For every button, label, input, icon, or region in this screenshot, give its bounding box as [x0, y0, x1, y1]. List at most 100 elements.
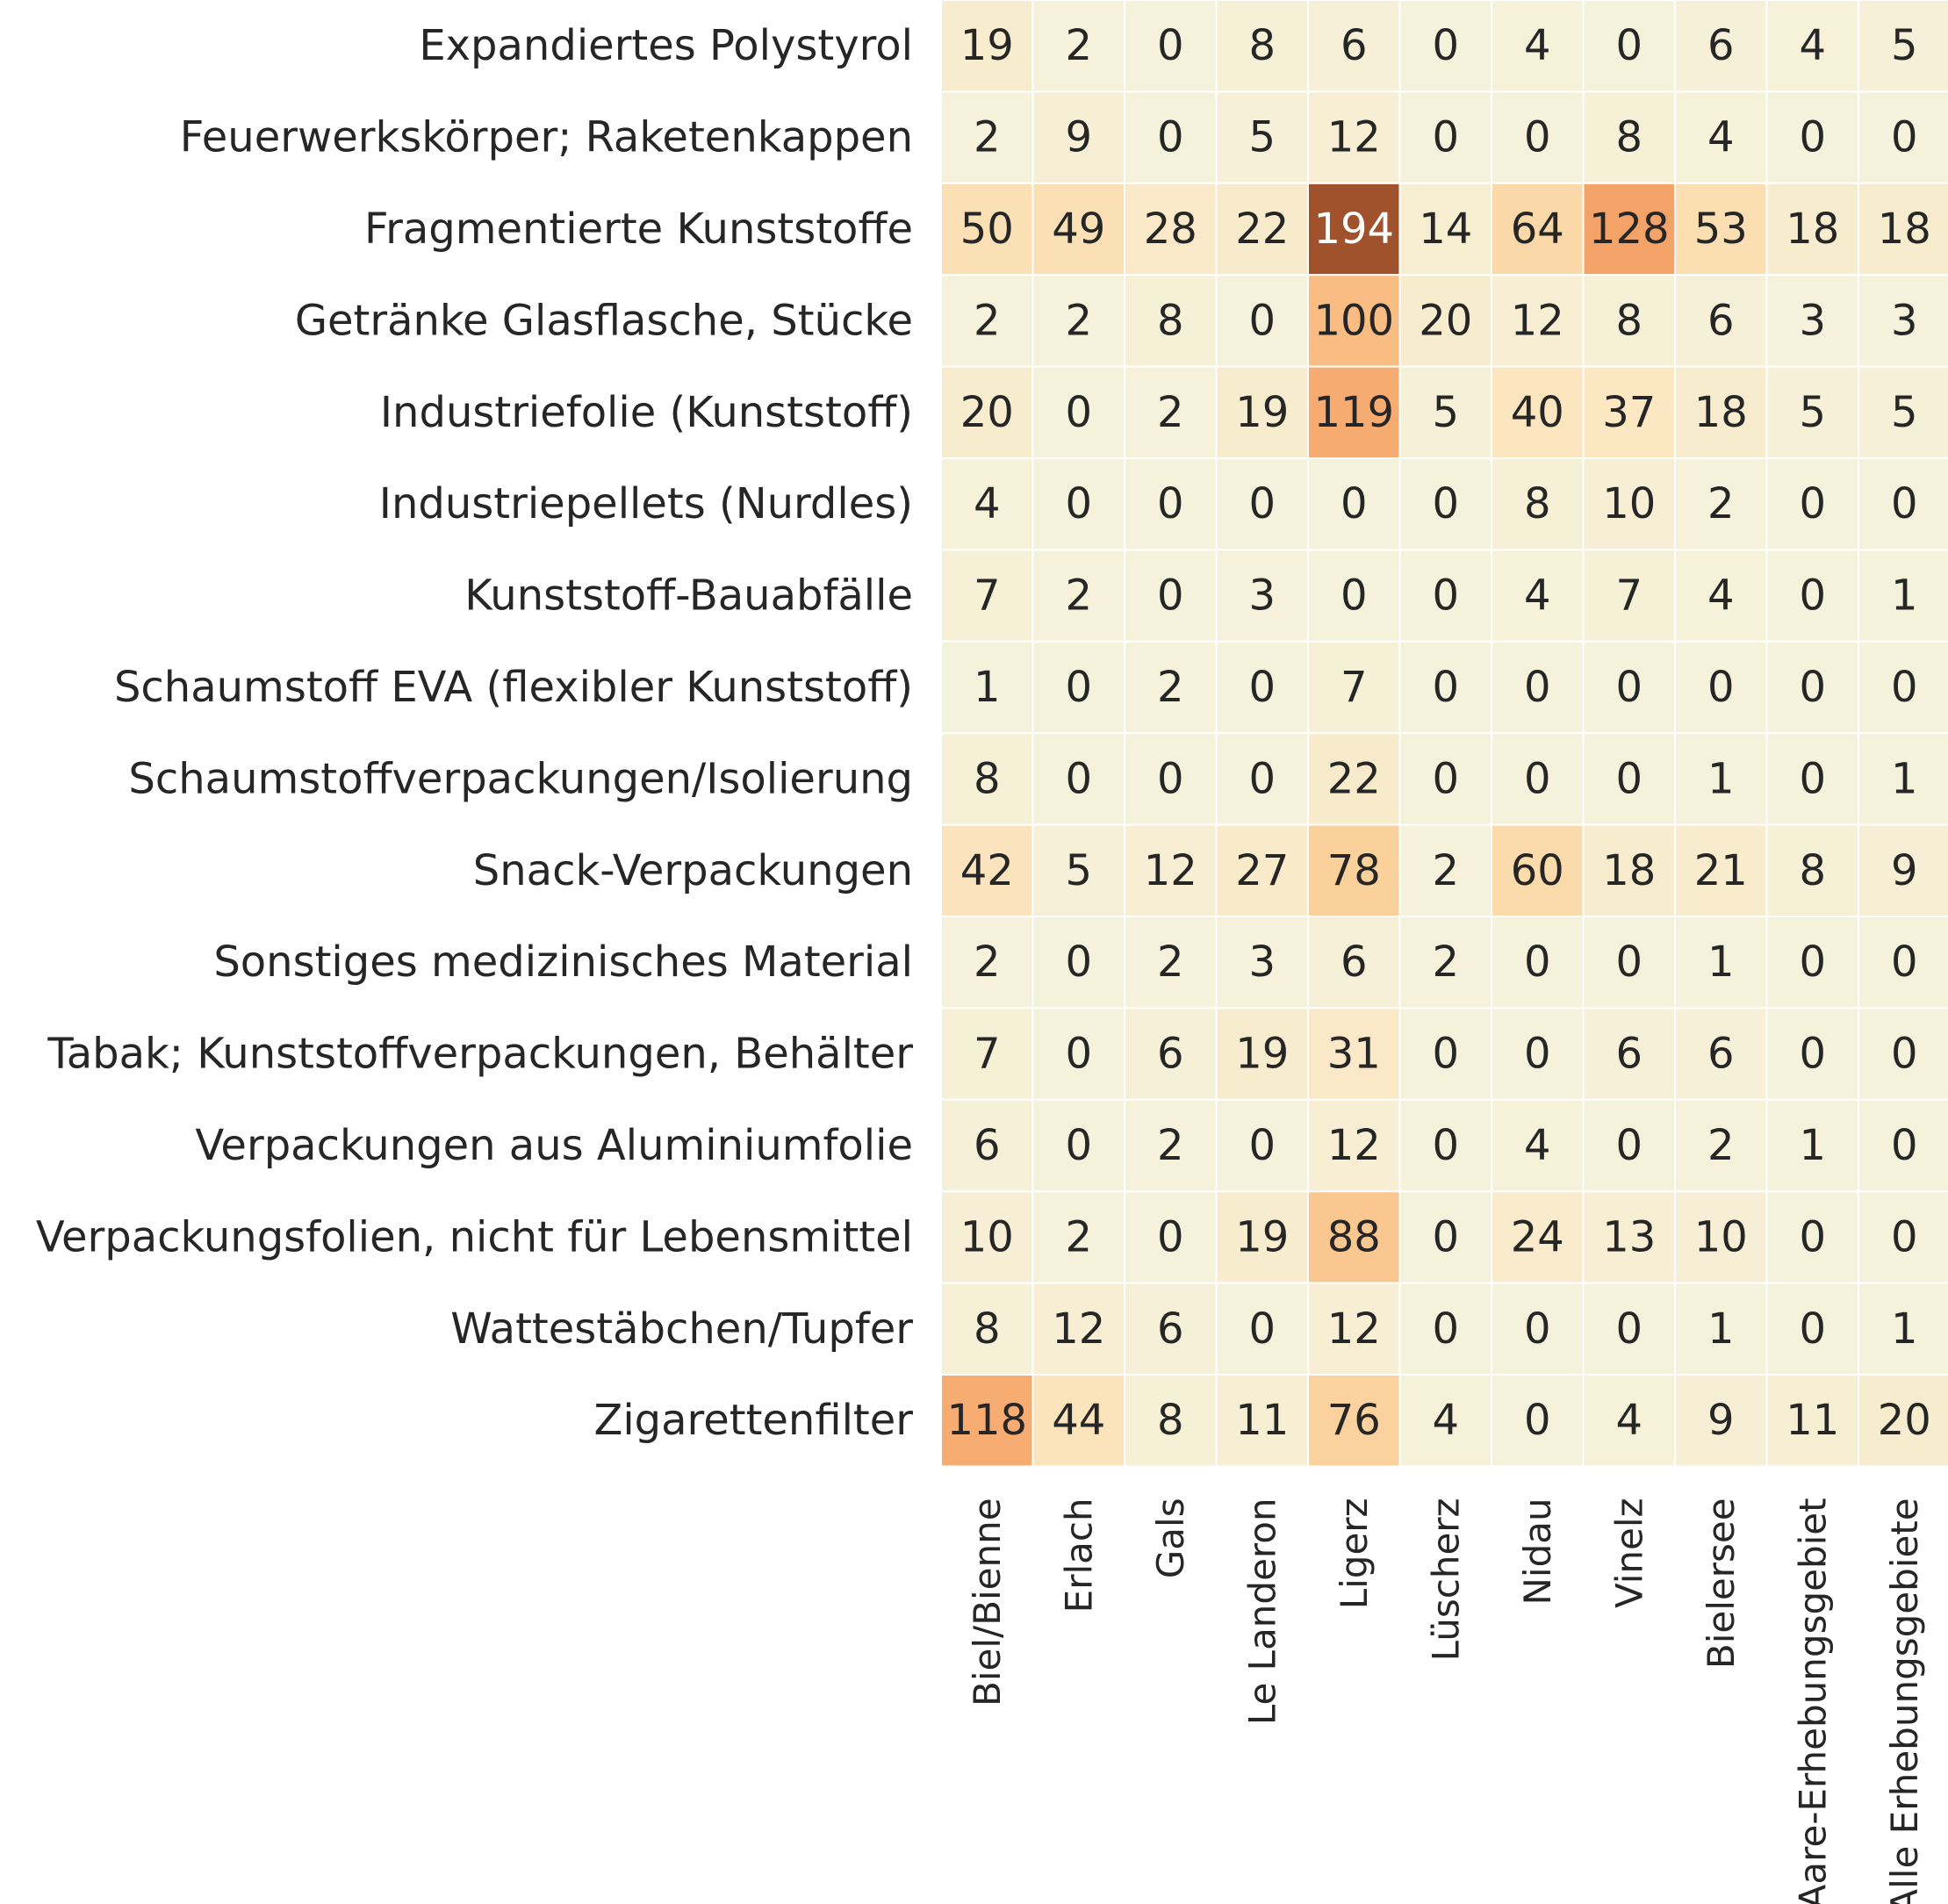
column-label: Nidau	[1516, 1498, 1559, 1605]
cell-value-label: 0	[1248, 1304, 1276, 1354]
heatmap-cell	[1032, 0, 1125, 93]
cell-value-label: 0	[1065, 663, 1092, 712]
heatmap-cell	[1765, 90, 1859, 184]
heatmap-cell	[940, 1374, 1034, 1468]
cell-value-label: 8	[1799, 846, 1826, 895]
heatmap-cell	[1124, 0, 1218, 93]
row-label: Snack-Verpackungen	[473, 846, 913, 895]
cell-value-label: 0	[1524, 938, 1551, 987]
cell-value-label: 10	[1694, 1212, 1748, 1261]
heatmap-cell	[1307, 1098, 1401, 1193]
cell-value-label: 0	[1065, 388, 1092, 437]
cell-value-label: 0	[1432, 1030, 1459, 1079]
cell-value-label: 2	[1157, 1121, 1184, 1170]
cell-value-label: 40	[1511, 388, 1564, 437]
heatmap-cell	[1032, 1190, 1125, 1284]
column-label: Alle Erhebungsgebiete	[1883, 1498, 1926, 1904]
row-label: Expandiertes Polystyrol	[419, 21, 913, 70]
cell-value-label: 119	[1313, 388, 1394, 437]
cell-value-label: 1	[1707, 754, 1735, 803]
heatmap-cell	[1032, 182, 1125, 277]
cell-value-label: 0	[1065, 1030, 1092, 1079]
cell-value-label: 0	[1799, 1212, 1826, 1261]
heatmap-cell	[1398, 1190, 1492, 1284]
cell-value-label: 2	[1065, 296, 1092, 345]
heatmap-cell	[1765, 1007, 1859, 1101]
heatmap-cell	[1674, 1282, 1768, 1376]
cell-value-label: 18	[1602, 846, 1656, 895]
heatmap-cell	[1307, 365, 1401, 460]
heatmap-cell	[1307, 1007, 1401, 1101]
cell-value-label: 4	[1524, 21, 1551, 70]
cell-value-label: 9	[1065, 113, 1092, 162]
cell-value-label: 8	[974, 1304, 1001, 1354]
heatmap-cell	[1765, 1098, 1859, 1193]
heatmap-cell	[1215, 0, 1309, 93]
heatmap-cell	[1858, 1190, 1948, 1284]
row-label: Sonstiges medizinisches Material	[213, 938, 913, 987]
heatmap-cell	[1491, 457, 1585, 551]
cell-value-label: 6	[1707, 1030, 1735, 1079]
heatmap-cell	[1307, 640, 1401, 735]
cell-value-label: 12	[1144, 846, 1197, 895]
cell-value-label: 0	[1157, 479, 1184, 528]
cell-value-label: 2	[974, 113, 1001, 162]
cell-value-label: 2	[1707, 1121, 1735, 1170]
heatmap-cell	[1398, 365, 1492, 460]
heatmap-cell	[1858, 90, 1948, 184]
cell-value-label: 0	[1157, 571, 1184, 621]
heatmap-cell	[940, 1098, 1034, 1193]
heatmap-cell	[1582, 823, 1676, 917]
cell-value-label: 1	[1799, 1121, 1826, 1170]
heatmap-cell	[1124, 274, 1218, 368]
cell-value-label: 44	[1052, 1396, 1105, 1445]
cell-value-label: 27	[1235, 846, 1289, 895]
heatmap-cell	[1765, 274, 1859, 368]
cell-value-label: 6	[974, 1121, 1001, 1170]
cell-value-label: 4	[1615, 1396, 1643, 1445]
cell-value-label: 0	[1065, 938, 1092, 987]
heatmap-cell	[1491, 640, 1585, 735]
heatmap-cell	[1215, 365, 1309, 460]
cell-value-label: 0	[1432, 1304, 1459, 1354]
cell-value-label: 11	[1235, 1396, 1289, 1445]
heatmap-cell	[1307, 90, 1401, 184]
heatmap-cell	[940, 0, 1034, 93]
cell-value-label: 0	[1157, 1212, 1184, 1261]
cell-value-label: 0	[1432, 113, 1459, 162]
cell-value-label: 50	[960, 205, 1014, 254]
cell-value-label: 1	[974, 663, 1001, 712]
cell-value-label: 0	[1065, 754, 1092, 803]
cell-value-label: 88	[1327, 1212, 1381, 1261]
cell-value-label: 11	[1786, 1396, 1839, 1445]
cell-value-label: 0	[1615, 754, 1643, 803]
cell-value-label: 2	[1065, 21, 1092, 70]
heatmap-cell	[1674, 0, 1768, 93]
heatmap-cell	[1582, 640, 1676, 735]
heatmap-cell	[1398, 182, 1492, 277]
heatmap-cell	[1674, 90, 1768, 184]
column-label: Biel/Bienne	[966, 1498, 1009, 1706]
heatmap-cell	[1215, 823, 1309, 917]
heatmap-cell	[1307, 1374, 1401, 1468]
cell-value-label: 22	[1235, 205, 1289, 254]
cell-value-label: 0	[1248, 754, 1276, 803]
cell-value-label: 6	[1157, 1304, 1184, 1354]
heatmap-cell	[1032, 1098, 1125, 1193]
cell-value-label: 8	[1248, 21, 1276, 70]
heatmap-cell	[1765, 365, 1859, 460]
heatmap-cell	[1124, 1098, 1218, 1193]
heatmap-cell	[940, 549, 1034, 643]
cell-value-label: 2	[1065, 1212, 1092, 1261]
cell-value-label: 3	[1248, 938, 1276, 987]
cell-value-label: 5	[1891, 388, 1918, 437]
cell-value-label: 53	[1694, 205, 1748, 254]
heatmap-cell	[1032, 457, 1125, 551]
heatmap-cell	[1215, 640, 1309, 735]
heatmap-cell	[1674, 1190, 1768, 1284]
cell-value-label: 7	[1341, 663, 1368, 712]
cell-value-label: 0	[1615, 938, 1643, 987]
heatmap-cell	[1765, 732, 1859, 826]
cell-value-label: 0	[1432, 21, 1459, 70]
